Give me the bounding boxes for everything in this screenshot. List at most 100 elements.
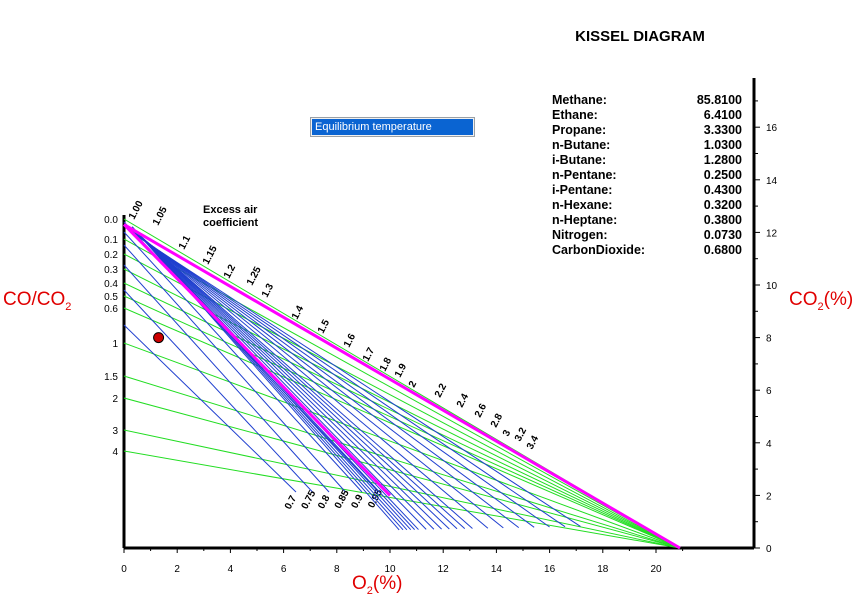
co-co2-label: 4 xyxy=(112,447,118,458)
composition-name: Methane: xyxy=(552,93,607,107)
co2-tick-label: 2 xyxy=(766,491,772,502)
co2-tick-label: 16 xyxy=(766,123,778,134)
co2-tick-label: 14 xyxy=(766,176,778,187)
boundary-line xyxy=(123,223,681,550)
composition-value: 0.3800 xyxy=(703,213,742,227)
composition-name: Nitrogen: xyxy=(552,228,608,242)
o2-tick-label: 12 xyxy=(438,564,450,575)
excess-air-line xyxy=(136,235,581,527)
excess-air-line xyxy=(134,230,489,529)
o2-axis-label: O2(%) xyxy=(352,573,403,597)
o2-tick-label: 14 xyxy=(491,564,503,575)
excess-air-label: 3.4 xyxy=(525,434,541,452)
excess-air-line xyxy=(134,231,504,529)
composition-value: 0.3200 xyxy=(703,198,742,212)
excess-air-label: 1.2 xyxy=(222,263,238,281)
composition-name: CarbonDioxide: xyxy=(552,243,646,257)
sub-stoich-line xyxy=(123,264,330,493)
composition-value: 0.6800 xyxy=(703,243,742,257)
co-co2-line xyxy=(123,268,681,549)
excess-air-line xyxy=(136,234,566,528)
co-co2-label: 0.4 xyxy=(104,279,118,290)
composition-value: 1.2800 xyxy=(703,153,742,167)
co2-tick-label: 6 xyxy=(766,386,772,397)
co-co2-label: 3 xyxy=(112,426,118,437)
composition-row: n-Butane: 1.0300 xyxy=(552,138,742,153)
excess-air-line xyxy=(132,227,427,530)
co2-tick-label: 4 xyxy=(766,439,772,450)
excess-air-label: 3 xyxy=(501,428,514,438)
excess-air-label: Excess air coefficient xyxy=(203,204,258,230)
co-co2-label: 0.0 xyxy=(104,215,118,226)
sub-stoich-label: 0.7 xyxy=(283,494,299,512)
o2-tick-label: 16 xyxy=(544,564,556,575)
o2-tick-label: 18 xyxy=(597,564,609,575)
o2-tick-label: 0 xyxy=(121,564,127,575)
co2-tick-label: 12 xyxy=(766,228,778,239)
composition-row: CarbonDioxide: 0.6800 xyxy=(552,243,742,258)
composition-row: n-Pentane: 0.2500 xyxy=(552,168,742,183)
composition-value: 0.4300 xyxy=(703,183,742,197)
co-co2-line xyxy=(123,429,681,549)
composition-name: i-Butane: xyxy=(552,153,607,167)
co-co2-line xyxy=(123,397,681,549)
excess-air-label: 2 xyxy=(407,379,420,389)
composition-row: i-Pentane: 0.4300 xyxy=(552,183,742,198)
sub-stoich-line xyxy=(123,289,313,493)
composition-row: i-Butane: 1.2800 xyxy=(552,153,742,168)
dropdown-selected-value[interactable]: Equilibrium temperature xyxy=(312,119,473,135)
temperature-dropdown[interactable]: Equilibrium temperature xyxy=(310,117,475,137)
co-co2-label: 0.5 xyxy=(104,292,118,303)
co-co2-label: 0.1 xyxy=(104,235,118,246)
composition-row: Methane: 85.8100 xyxy=(552,93,742,108)
composition-row: Ethane: 6.4100 xyxy=(552,108,742,123)
composition-name: Ethane: xyxy=(552,108,598,122)
composition-row: Propane: 3.3300 xyxy=(552,123,742,138)
excess-air-line xyxy=(133,230,473,529)
excess-air-label: 1.15 xyxy=(201,244,220,267)
composition-name: n-Pentane: xyxy=(552,168,617,182)
chart-title: KISSEL DIAGRAM xyxy=(575,28,705,45)
sub-stoich-line xyxy=(123,244,346,493)
excess-air-line xyxy=(135,234,550,528)
excess-air-label: 2.2 xyxy=(433,382,449,400)
composition-name: i-Pentane: xyxy=(552,183,613,197)
sub-stoich-label: 0.85 xyxy=(333,488,352,511)
composition-value: 3.3300 xyxy=(703,123,742,137)
operating-point xyxy=(153,332,165,344)
co2-tick-label: 0 xyxy=(766,544,772,555)
sub-stoich-label: 0.9 xyxy=(349,493,365,511)
co-co2-axis-label: CO/CO2 xyxy=(3,289,72,313)
excess-air-label: 2.4 xyxy=(455,392,471,410)
excess-air-line xyxy=(133,229,466,530)
composition-name: n-Heptane: xyxy=(552,213,618,227)
excess-air-line xyxy=(133,229,458,530)
composition-name: Propane: xyxy=(552,123,607,137)
co-co2-label: 0.3 xyxy=(104,265,118,276)
sub-stoich-line xyxy=(123,324,297,493)
composition-name: n-Hexane: xyxy=(552,198,613,212)
boundary-line xyxy=(122,223,392,497)
composition-row: Nitrogen: 0.0730 xyxy=(552,228,742,243)
co-co2-label: 2 xyxy=(112,394,118,405)
sub-stoich-line xyxy=(123,231,363,493)
excess-air-line xyxy=(133,228,450,530)
excess-air-label: 1.6 xyxy=(342,332,358,350)
composition-name: n-Butane: xyxy=(552,138,611,152)
o2-tick-label: 10 xyxy=(384,564,396,575)
excess-air-line xyxy=(134,232,520,528)
excess-air-label: 1.00 xyxy=(127,199,146,222)
excess-air-line xyxy=(132,228,435,530)
excess-air-label-line2: coefficient xyxy=(203,217,259,229)
co-co2-line xyxy=(123,375,681,549)
composition-row: n-Heptane: 0.3800 xyxy=(552,213,742,228)
excess-air-label: 1.5 xyxy=(316,318,332,336)
co-co2-label: 0.6 xyxy=(104,304,118,315)
co-co2-line xyxy=(123,342,681,549)
composition-value: 0.2500 xyxy=(703,168,742,182)
composition-value: 0.0730 xyxy=(703,228,742,242)
excess-air-label: 2.8 xyxy=(489,412,505,430)
composition-value: 85.8100 xyxy=(696,93,742,107)
